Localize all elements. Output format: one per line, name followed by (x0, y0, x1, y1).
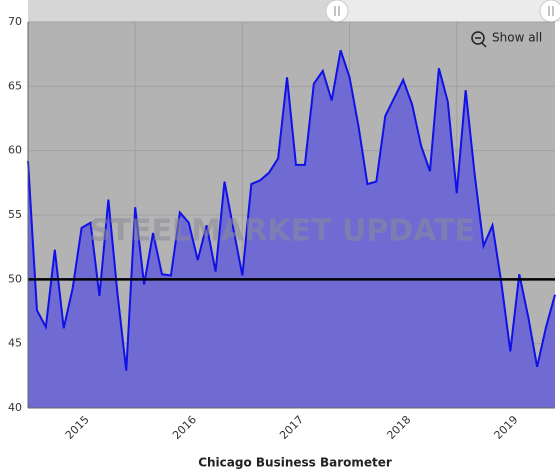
y-tick-label: 45 (8, 337, 22, 350)
button-label: Show all (492, 31, 542, 45)
area-fill (28, 50, 555, 408)
navigator-mask (28, 0, 337, 22)
y-tick-label: 55 (8, 208, 22, 221)
navigator-handle[interactable] (539, 0, 560, 23)
navigator-handle[interactable] (325, 0, 349, 23)
watermark: STEELMARKET UPDATE (89, 214, 475, 249)
show-all-button[interactable]: Show all (471, 31, 542, 48)
x-tick-label: 2017 (277, 413, 306, 442)
y-tick-label: 60 (8, 144, 22, 157)
y-tick-label: 40 (8, 401, 22, 414)
y-tick-label: 65 (8, 79, 22, 92)
x-tick-label: 2019 (492, 413, 521, 442)
y-tick-label: 70 (8, 15, 22, 28)
y-tick-label: 50 (8, 272, 22, 285)
chart-title: Chicago Business Barometer (198, 456, 392, 470)
line (27, 49, 556, 371)
x-tick-label: 2016 (170, 413, 199, 442)
x-tick-label: 2018 (384, 413, 413, 442)
x-tick-label: 2015 (63, 413, 92, 442)
